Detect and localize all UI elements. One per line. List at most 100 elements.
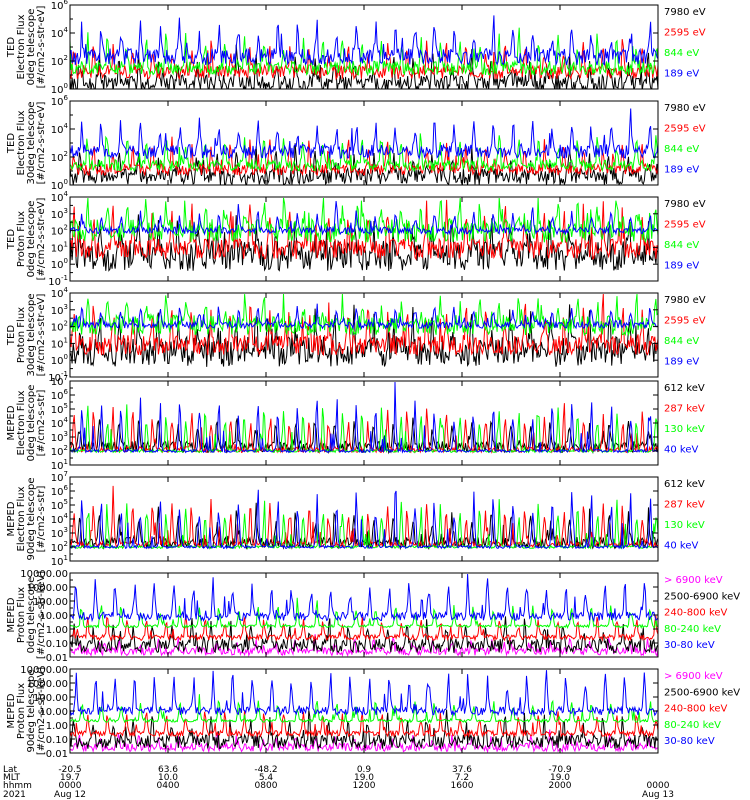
- legend-entry: 844 eV: [664, 48, 699, 59]
- x-axis-value-mlt: 19.0: [550, 773, 570, 783]
- y-axis-label: Proton Flux: [16, 211, 27, 267]
- legend-entry: 612 keV: [664, 383, 705, 394]
- legend-entry: 844 eV: [664, 240, 699, 251]
- y-axis-label: MEPED: [6, 693, 17, 728]
- legend-entry: 80-240 keV: [664, 624, 721, 635]
- y-axis-label: 90deg telescope: [26, 669, 37, 752]
- y-tick-label: 102: [51, 320, 68, 334]
- y-axis-label: Electron Flux: [16, 110, 27, 175]
- series-trace-4-2: [70, 293, 658, 357]
- y-tick-label: 102: [51, 444, 68, 458]
- legend-entry: 844 eV: [664, 336, 699, 347]
- series-trace-3-4: [70, 200, 658, 236]
- legend-entry: 240-800 keV: [664, 608, 728, 619]
- legend-entry: 7980 eV: [664, 103, 706, 114]
- y-tick-label: 101: [51, 336, 68, 350]
- series-trace-8-2: [70, 709, 658, 750]
- y-tick-label: 100: [51, 257, 68, 271]
- y-axis-label: TED: [6, 325, 17, 346]
- series-trace-3-3: [70, 197, 658, 244]
- legend-entry: 80-240 keV: [664, 720, 721, 731]
- legend-entry: 287 keV: [664, 500, 705, 511]
- legend-entry: 189 eV: [664, 357, 699, 368]
- y-axis-label: 0deg telescope: [26, 201, 37, 278]
- y-tick-label: 103: [51, 526, 68, 540]
- series-trace-8-3: [70, 710, 658, 739]
- y-tick-label: 100.00: [33, 693, 68, 704]
- legend-entry: 240-800 keV: [664, 704, 728, 715]
- y-tick-label: 103: [51, 430, 68, 444]
- y-tick-label: 0.01: [46, 749, 68, 760]
- x-axis-value-hhmm: 0000: [59, 781, 82, 791]
- y-tick-label: 102: [51, 150, 68, 164]
- y-tick-label: 104: [51, 122, 69, 136]
- y-tick-label: 107: [51, 374, 68, 388]
- legend-entry: 7980 eV: [664, 7, 706, 18]
- series-trace-5-3: [70, 404, 658, 454]
- y-tick-label: 1000.00: [27, 583, 68, 594]
- y-tick-label: 105: [51, 498, 68, 512]
- x-axis-row-label: 2021: [3, 790, 26, 800]
- y-tick-label: 106: [51, 94, 69, 108]
- x-axis-value-hhmm: 0400: [157, 781, 180, 791]
- x-axis-value-lat: -70.9: [548, 765, 572, 775]
- series-trace-8-4: [70, 694, 658, 724]
- y-tick-label: 105: [51, 402, 68, 416]
- legend-entry: > 6900 keV: [664, 671, 723, 682]
- legend-entry: 2500-6900 keV: [664, 591, 740, 602]
- panel-7: 0.01 0.10 1.00 10.00 100.00 1000.00 10000.00 ME…: [6, 569, 740, 664]
- y-tick-label: 1.00: [46, 721, 68, 732]
- y-tick-label: 104: [51, 416, 69, 430]
- y-tick-label: 104: [51, 512, 69, 526]
- x-axis-value-lat: 37.6: [452, 765, 472, 775]
- y-axis-label: 0deg telescope: [26, 577, 37, 654]
- x-axis-row-label: Lat: [3, 765, 18, 775]
- legend-entry: 2595 eV: [664, 28, 706, 39]
- legend-entry: 612 keV: [664, 479, 705, 490]
- series-trace-7-3: [70, 614, 658, 643]
- x-axis-value-lat: 63.6: [158, 765, 178, 775]
- y-axis-label: [#/cm2-s-str-eV]: [36, 198, 47, 281]
- y-axis-label: TED: [6, 229, 17, 250]
- y-axis-label: TED: [6, 37, 17, 58]
- y-tick-label: 102: [51, 224, 68, 238]
- legend-entry: 844 eV: [664, 144, 699, 155]
- series-trace-4-3: [70, 293, 658, 337]
- panel-8: 0.01 0.10 1.00 10.00 100.00 1000.00 10000.00 ME…: [6, 665, 740, 760]
- y-axis-label: [#/cm2-s-str]: [36, 485, 47, 552]
- series-trace-5-4: [70, 381, 658, 454]
- legend-entry: 287 keV: [664, 404, 705, 415]
- legend-entry: 2595 eV: [664, 124, 706, 135]
- legend-entry: 130 keV: [664, 520, 705, 531]
- y-axis-label: Proton Flux: [16, 683, 27, 739]
- y-tick-label: 10000.00: [20, 665, 68, 676]
- y-axis-label: 30deg telescope: [26, 293, 37, 376]
- x-axis-value-hhmm: 0000: [647, 781, 670, 791]
- series-trace-2-2: [70, 136, 658, 177]
- y-axis-label: Proton Flux: [16, 587, 27, 643]
- y-axis-label: [#/cm2-s-str-keV]: [36, 667, 47, 755]
- series-trace-1-3: [70, 27, 658, 77]
- legend-entry: 189 eV: [664, 69, 699, 80]
- y-axis-label: Electron Flux: [16, 14, 27, 79]
- x-axis-value-lat: 0.9: [357, 765, 372, 775]
- y-tick-label: 101: [51, 240, 68, 254]
- series-trace-2-4: [70, 108, 658, 161]
- legend-entry: 30-80 keV: [664, 640, 715, 651]
- y-tick-label: 102: [51, 54, 68, 68]
- y-axis-label: MEPED: [6, 501, 17, 536]
- legend-entry: > 6900 keV: [664, 575, 723, 586]
- series-trace-3-2: [70, 199, 658, 261]
- legend-entry: 189 eV: [664, 165, 699, 176]
- legend-entry: 40 keV: [664, 445, 698, 456]
- x-axis-row-label: hhmm: [3, 781, 32, 791]
- y-tick-label: 1000.00: [27, 679, 68, 690]
- series-trace-2-3: [70, 133, 658, 173]
- series-trace-7-4: [70, 597, 658, 630]
- y-tick-label: 100.00: [33, 597, 68, 608]
